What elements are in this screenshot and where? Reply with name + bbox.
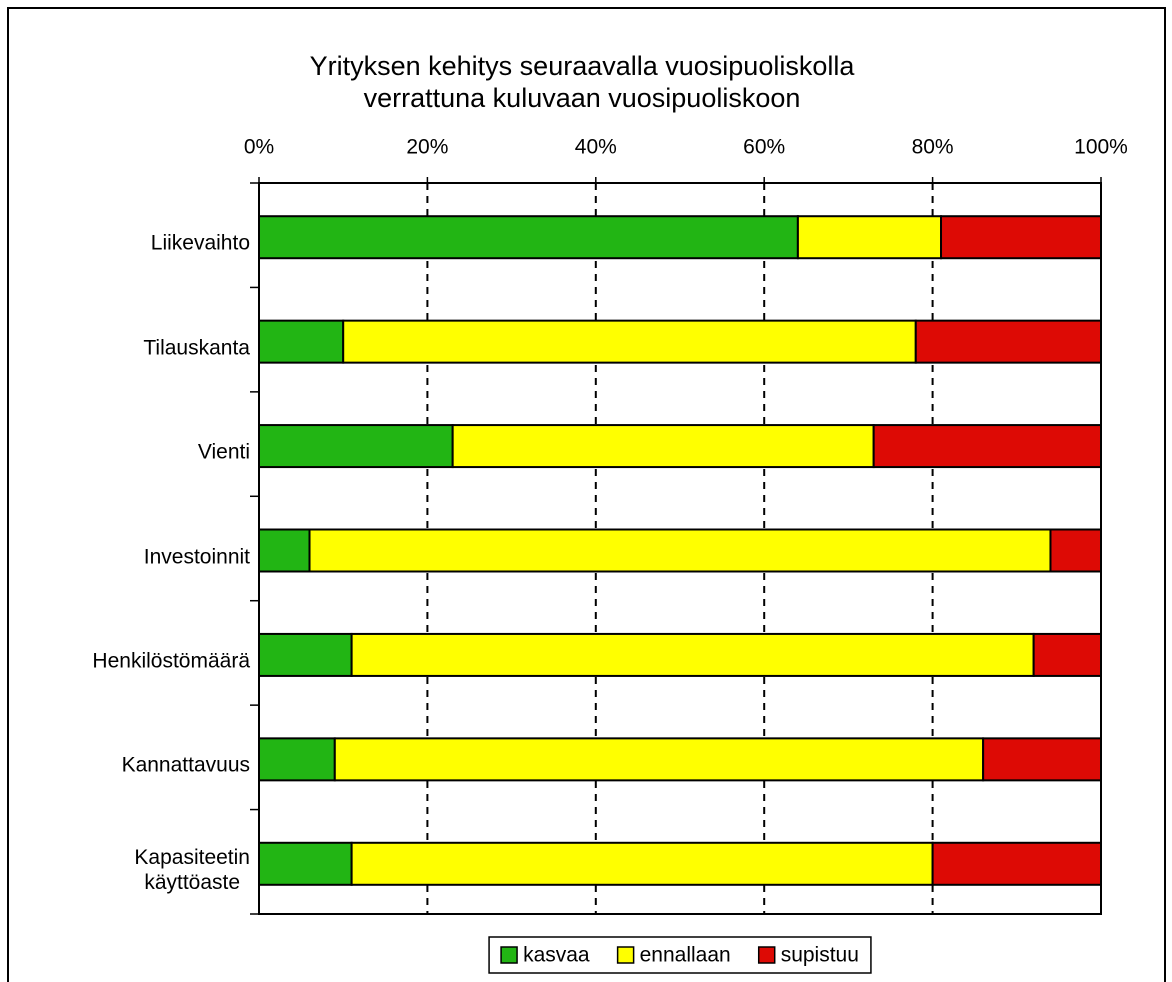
bar-segment (333, 737, 985, 782)
legend-swatch (616, 946, 635, 964)
bar-segment (308, 528, 1052, 573)
bar-segment (982, 737, 1102, 782)
bar-segment (914, 319, 1103, 364)
y-tick-label: Investoinnit (143, 545, 250, 568)
bar-segment (258, 737, 336, 782)
bar-segment (258, 215, 799, 260)
bar-segment (258, 841, 353, 886)
bar-segment (940, 215, 1103, 260)
x-tick-label: 60% (743, 136, 785, 159)
legend-label: kasvaa (523, 944, 590, 967)
chart-title: Yrityksen kehitys seuraavalla vuosipuoli… (309, 51, 855, 113)
x-tick-label: 0% (244, 136, 274, 159)
legend-box (488, 936, 872, 974)
x-tick-label: 20% (406, 136, 448, 159)
bar-segment (258, 632, 353, 677)
y-tick-label: Tilauskanta (143, 336, 250, 360)
bar-segment (350, 841, 934, 886)
y-tick-label: Kapasiteetin käyttöaste (134, 845, 250, 894)
bar-segment (931, 841, 1102, 886)
bar-segment (258, 424, 454, 469)
bar-segment (796, 215, 943, 260)
bar-segment (872, 424, 1102, 469)
frame (7, 7, 1166, 982)
x-tick-label: 100% (1074, 136, 1128, 159)
y-tick-label: Vienti (197, 440, 250, 464)
legend-label: supistuu (781, 944, 859, 967)
bar-segment (258, 319, 345, 364)
legend-label: ennallaan (640, 944, 731, 967)
bar-segment (342, 319, 917, 364)
plot-area (258, 182, 1102, 915)
legend-swatch (500, 946, 518, 964)
bar-segment (1049, 528, 1102, 573)
legend-swatch (757, 946, 776, 964)
y-tick-label: Henkilöstömäärä (92, 649, 250, 673)
y-tick-label: Kannattavuus (121, 753, 250, 777)
bar-segment (350, 632, 1035, 677)
y-tick-label: Liikevaihto (150, 231, 250, 255)
bar-segment (258, 528, 311, 573)
x-tick-label: 40% (575, 136, 617, 159)
bar-segment (451, 424, 875, 469)
bar-segment (1032, 632, 1103, 677)
x-tick-label: 80% (912, 136, 954, 159)
